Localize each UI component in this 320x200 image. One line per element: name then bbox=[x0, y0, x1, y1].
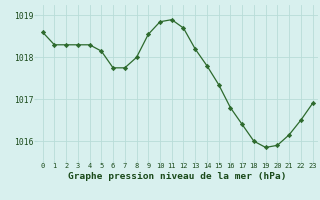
X-axis label: Graphe pression niveau de la mer (hPa): Graphe pression niveau de la mer (hPa) bbox=[68, 172, 287, 181]
